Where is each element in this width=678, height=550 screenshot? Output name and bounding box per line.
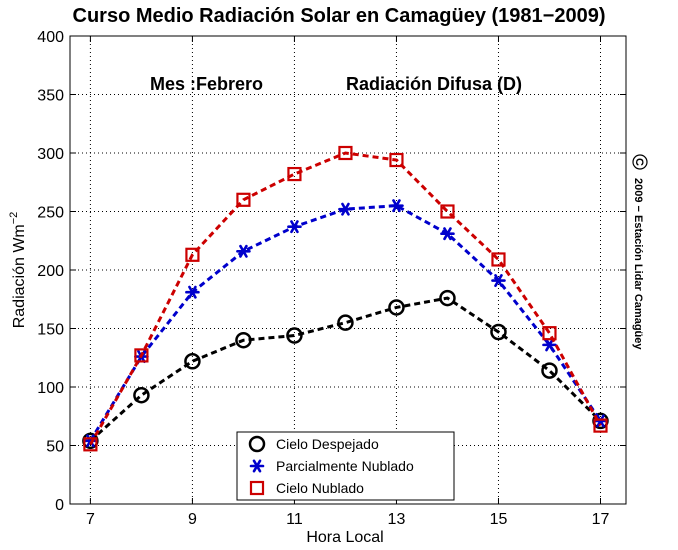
data-point [134,348,149,363]
data-point [593,418,608,433]
x-tick-label: 13 [388,511,406,528]
y-tick-label: 250 [37,205,64,222]
y-tick-label: 0 [55,497,64,514]
series-2 [83,145,608,452]
data-point [542,338,557,352]
legend-label: Cielo Despejado [276,436,379,452]
data-point [338,202,353,216]
data-point [490,323,507,341]
data-point [338,145,353,161]
x-tick-label: 9 [188,511,197,528]
series-line [89,204,602,442]
legend-marker [249,459,265,473]
data-point [287,166,302,182]
y-tick-label: 50 [46,439,64,456]
legend: Cielo Despejado Parcialmente Nublado Cielo… [236,431,455,501]
data-point [388,299,405,316]
data-point [235,331,252,349]
legend-label: Parcialmente Nublado [276,458,414,474]
series-0 [82,289,609,450]
y-axis-label-text: Radiación Wm [11,224,28,328]
chart-title: Curso Medio Radiación Solar en Camagüey … [73,5,606,27]
x-tick-label: 17 [592,511,610,528]
data-point [389,199,404,213]
data-point [184,353,201,370]
data-point [439,289,456,307]
data-point [491,252,506,267]
legend-box [236,431,455,501]
data-point [185,247,200,262]
y-tick-label: 100 [37,380,64,397]
month-annotation: Mes :Febrero [150,74,263,94]
series-line [89,151,602,446]
x-tick-label: 7 [86,511,95,528]
legend-marker [249,480,265,496]
ticks: 7 9 11 13 15 17 0 50 100 150 200 250 300 350 400 [37,29,626,528]
y-tick-label: 400 [37,29,64,46]
data-point [83,437,98,452]
y-axis-label-exponent: −2 [8,212,20,225]
series-layer [82,145,609,452]
legend-marker [248,435,266,453]
data-point [236,244,251,258]
data-point [440,204,455,219]
series-1 [83,199,608,448]
data-point [389,152,404,168]
copyright-symbol: C [633,158,645,166]
data-point [337,314,354,331]
data-point [287,220,302,234]
copyright-circle [632,154,648,170]
x-tick-label: 11 [286,511,303,528]
data-point [286,327,303,344]
data-point [542,326,557,341]
x-tick-label: 15 [490,511,508,528]
legend-label: Cielo Nublado [276,480,364,496]
y-tick-label: 300 [37,146,64,163]
data-point [236,192,251,207]
x-axis-label: Hora Local [306,529,383,546]
y-axis-label: Radiación Wm−2 [8,212,28,329]
data-point [185,285,200,299]
data-point [440,227,455,241]
copyright-text: 2009 − Estación Lidar Camagüey [632,178,644,350]
y-tick-label: 200 [37,263,64,280]
y-tick-label: 350 [37,88,64,105]
data-point [491,274,506,288]
y-tick-label: 150 [37,322,64,339]
data-point [541,362,558,379]
data-point [133,386,150,404]
variable-annotation: Radiación Difusa (D) [346,74,522,94]
copyright-note: C 2009 − Estación Lidar Camagüey [632,154,648,350]
